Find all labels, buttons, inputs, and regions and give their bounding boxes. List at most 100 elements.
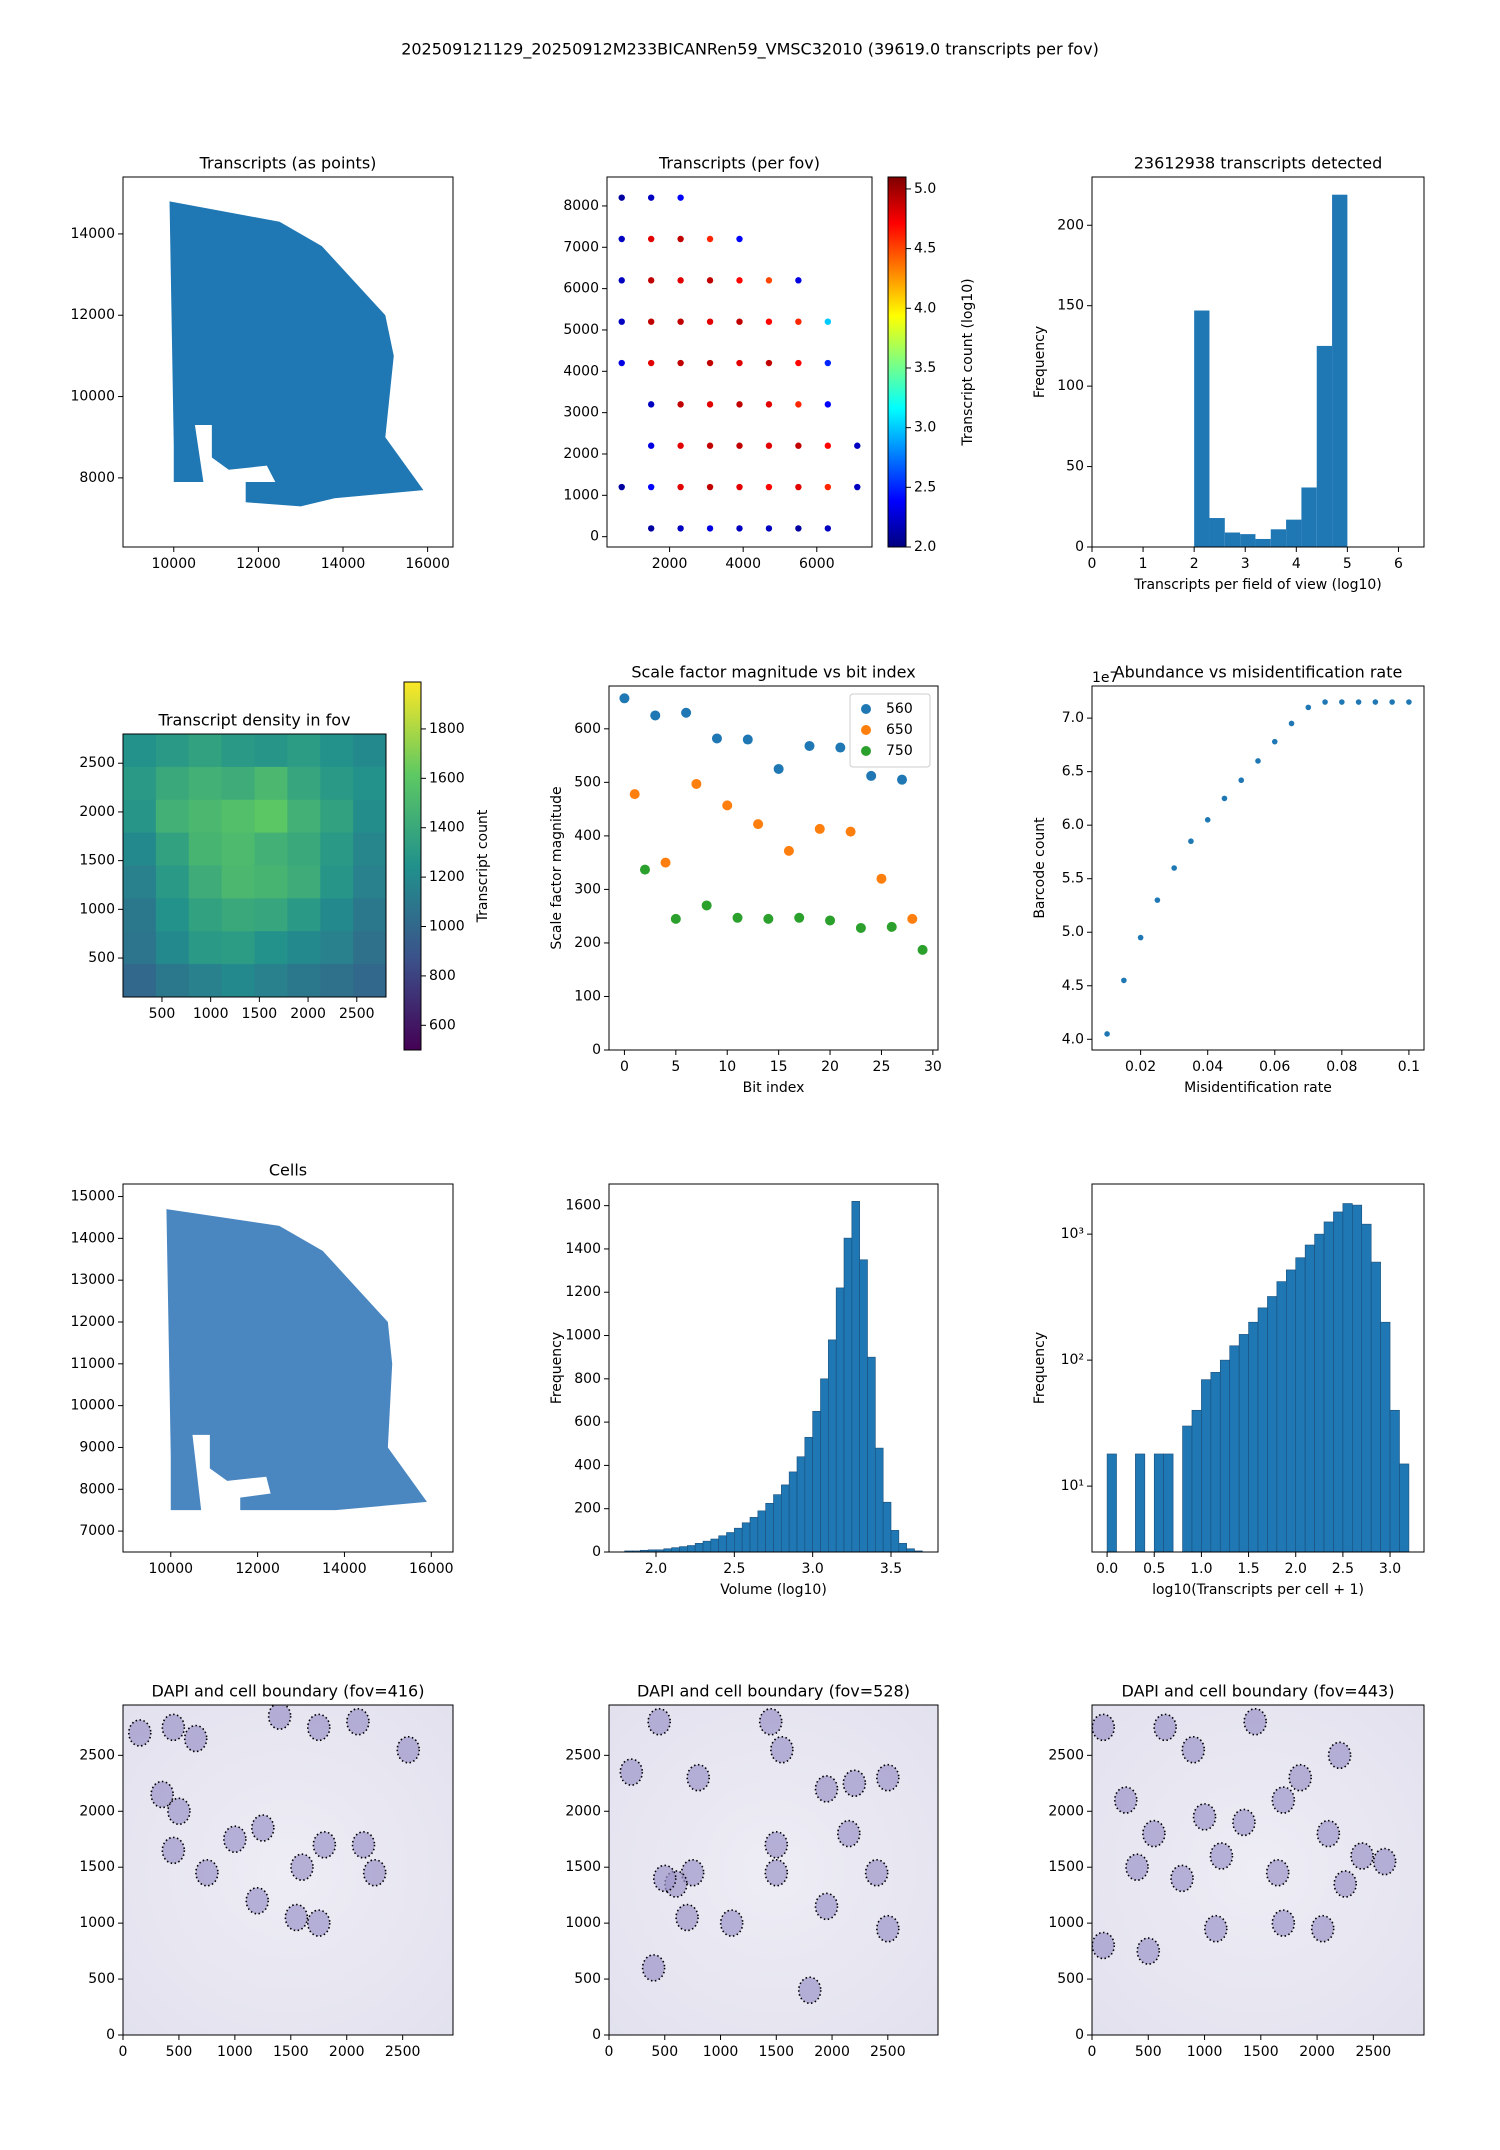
y-tick-label: 10³: [1061, 1226, 1084, 1242]
x-tick-label: 2: [1190, 556, 1199, 572]
plot-area: [123, 734, 386, 997]
fov-point: [647, 525, 655, 532]
cell-boundary: [1243, 1707, 1267, 1736]
scatter-point: [1121, 977, 1127, 984]
colorbar-tick-label: 1400: [429, 820, 465, 836]
fov-point: [824, 318, 832, 325]
hist-bar: [1135, 1453, 1146, 1552]
fov-point: [795, 442, 802, 449]
plot-area: [624, 1201, 923, 1552]
cell-boundary: [864, 1858, 889, 1887]
hist-bar: [1285, 1269, 1297, 1552]
scatter-point: [1204, 817, 1211, 823]
hist-bar: [1276, 1281, 1287, 1552]
hist-bar: [702, 1540, 712, 1552]
y-tick-label: 2500: [79, 755, 115, 771]
cell-boundary: [351, 1831, 376, 1859]
fov-point: [618, 359, 625, 367]
hist-bar: [867, 1356, 876, 1552]
x-tick-label: 20: [821, 1059, 839, 1075]
y-tick-label: 2000: [79, 804, 115, 820]
cell-boundary: [764, 1831, 789, 1859]
x-tick-label: 5: [1343, 556, 1352, 572]
hist-bar: [1295, 1257, 1306, 1552]
cell-boundary: [346, 1707, 370, 1736]
x-tick-label: 3.0: [802, 1561, 824, 1577]
y-tick-label: 500: [574, 774, 601, 790]
plot-area: [618, 194, 861, 532]
x-tick-label: 12000: [236, 556, 281, 572]
cell-boundary: [1209, 1842, 1234, 1870]
panel: 500 1000 1500 2000 2500 500 1000 1500 2000 2500 Tr…: [79, 681, 491, 1051]
x-tick-label: 14000: [321, 556, 366, 572]
colorbar-tick-label: 1600: [429, 770, 465, 786]
scatter-point: [650, 710, 661, 721]
colorbar: [403, 681, 422, 1051]
region: [169, 201, 424, 507]
scatter-point: [1238, 777, 1245, 784]
hist-bar: [1106, 1453, 1117, 1552]
x-tick-label: 2.5: [723, 1561, 745, 1577]
x-tick-label: 2.0: [1285, 1561, 1307, 1577]
cell-boundary: [1372, 1847, 1397, 1876]
y-tick-label: 1500: [79, 1859, 115, 1875]
hist-bar: [781, 1484, 790, 1552]
x-tick-label: 500: [1135, 2044, 1162, 2060]
hist-bar: [694, 1543, 704, 1552]
cell-boundary: [814, 1775, 839, 1803]
fov-point: [677, 277, 684, 284]
fov-point: [795, 525, 802, 532]
hist-bar: [1219, 1359, 1231, 1552]
heat-cell: [188, 734, 223, 768]
y-tick-label: 14000: [70, 1230, 115, 1246]
cell-boundary: [1265, 1858, 1290, 1887]
y-tick-label: 1600: [565, 1198, 601, 1214]
y-tick-label: 400: [574, 828, 601, 844]
cell-boundary: [619, 1758, 644, 1786]
x-tick-label: 2000: [1299, 2044, 1335, 2060]
panel: 0.0 0.5 1.0 1.5 2.0 2.5 3.0 10¹ 10² 10³ log10(Tran…: [1032, 1183, 1425, 1598]
fov-point: [854, 442, 861, 449]
hist-bar: [1342, 1203, 1353, 1552]
hist-bar: [741, 1522, 751, 1552]
x-axis-label: log10(Transcripts per cell + 1): [1152, 1582, 1364, 1598]
x-tick-label: 16000: [409, 1561, 454, 1577]
fov-point: [706, 359, 714, 367]
heat-cell: [188, 898, 223, 932]
y-tick-label: 3000: [563, 405, 599, 421]
colorbar-tick-label: 4.0: [914, 300, 936, 316]
x-tick-label: 2500: [1356, 2044, 1392, 2060]
scatter-point: [629, 789, 640, 800]
cell-boundary: [686, 1763, 711, 1792]
scatter-point: [835, 742, 846, 753]
scatter-point: [1389, 699, 1395, 705]
cell-boundary: [1271, 1909, 1296, 1937]
fov-point: [824, 401, 832, 408]
scatter-point: [691, 778, 702, 789]
fov-point: [824, 525, 832, 532]
heat-cell: [353, 832, 386, 866]
colorbar-tick-label: 600: [429, 1017, 456, 1033]
legend-label: 560: [886, 701, 913, 717]
hist-bar: [796, 1456, 806, 1552]
scatter-point: [897, 774, 908, 785]
cell-boundary: [770, 1735, 794, 1764]
y-tick-label: 100: [1057, 378, 1084, 394]
heat-cell: [221, 964, 255, 997]
panel: 0 500 1000 1500 2000 2500 0 500 1000 1500 2000 2500…: [1048, 1682, 1425, 2060]
hist-bar: [671, 1547, 680, 1552]
cell-boundary: [1125, 1853, 1149, 1882]
heat-cell: [155, 898, 190, 932]
hist-bar: [765, 1502, 774, 1552]
heat-cell: [188, 931, 223, 965]
x-tick-label: 3: [1241, 556, 1250, 572]
y-tick-label: 7000: [563, 239, 599, 255]
cell-boundary: [251, 1814, 275, 1842]
heat-cell: [287, 898, 321, 932]
hist-bar: [843, 1237, 853, 1552]
fov-point: [736, 442, 743, 449]
y-axis-label: Frequency: [1032, 326, 1048, 398]
panel-title: 23612938 transcripts detected: [1134, 154, 1383, 173]
scatter-point: [1188, 838, 1194, 845]
x-tick-label: 2.5: [1332, 1561, 1354, 1577]
